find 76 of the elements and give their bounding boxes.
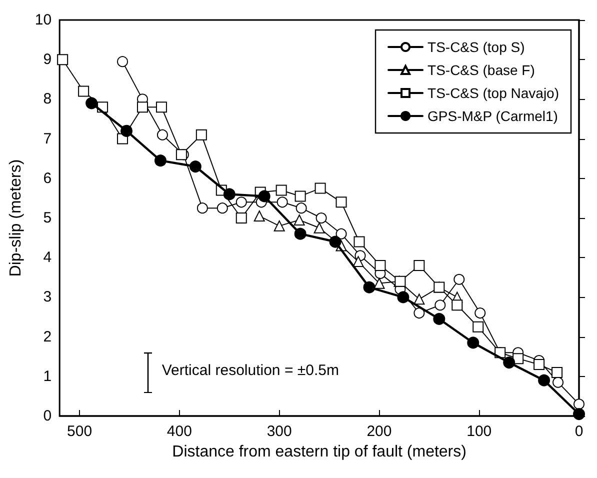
point [336, 228, 347, 240]
point [236, 196, 247, 208]
point [274, 220, 285, 232]
x-tick-label: 500 [67, 423, 92, 440]
point [57, 54, 68, 66]
point [363, 281, 376, 294]
point [354, 236, 365, 248]
point [314, 182, 326, 194]
point [154, 154, 166, 167]
point [552, 366, 563, 378]
y-tick-label: 8 [43, 90, 52, 108]
y-tick-label: 6 [43, 170, 52, 187]
point [538, 374, 550, 386]
y-tick-label: 7 [43, 130, 52, 148]
point [294, 190, 306, 202]
y-tick-label: 1 [43, 368, 52, 385]
y-tick-label: 10 [34, 12, 52, 28]
point [467, 336, 480, 349]
x-tick-label: 200 [366, 423, 392, 440]
legend-label: TS-C&S (top Navajo) [428, 85, 559, 101]
point [196, 202, 208, 214]
legend-label: TS-C&S (base F) [428, 62, 535, 78]
point [276, 184, 287, 196]
point [503, 356, 516, 369]
point [258, 190, 270, 202]
point [552, 376, 564, 388]
point [534, 359, 545, 370]
y-tick-label: 5 [43, 210, 52, 226]
point [86, 97, 98, 110]
y-tick-label: 4 [43, 249, 52, 266]
point [474, 308, 486, 319]
point [120, 124, 133, 137]
point [216, 202, 228, 214]
point [336, 196, 347, 208]
point [472, 321, 484, 332]
point [573, 408, 585, 420]
x-axis-title: Distance from eastern tip of fault (meters) [172, 444, 466, 460]
point [189, 160, 202, 173]
point [196, 129, 207, 140]
point [329, 236, 342, 248]
y-tick-label: 9 [43, 51, 52, 68]
point [452, 300, 463, 311]
point [316, 212, 327, 224]
point [156, 129, 168, 140]
point [374, 260, 386, 272]
annotation: Vertical resolution = ±0.5m [162, 362, 339, 380]
point [294, 228, 306, 240]
point [156, 102, 167, 113]
point [574, 398, 584, 410]
x-tick-label: 0 [574, 423, 584, 440]
y-axis-title: Dip-slip (meters) [8, 159, 24, 277]
point [397, 291, 410, 304]
legend-label: TS-C&S (top S) [428, 39, 525, 55]
point [314, 222, 325, 234]
point [294, 214, 305, 226]
x-tick-label: 100 [466, 423, 492, 440]
point [223, 188, 236, 200]
y-tick-label: 3 [43, 288, 52, 306]
point [414, 308, 425, 319]
y-tick-label: 2 [43, 328, 52, 346]
legend-label: GPS-M&P (Carmel1) [428, 108, 558, 124]
point [434, 300, 446, 311]
point [276, 196, 288, 208]
x-tick-label: 300 [266, 423, 292, 440]
point [296, 202, 307, 214]
x-tick-label: 400 [166, 423, 192, 440]
point [454, 274, 465, 285]
y-tick-label: 0 [43, 408, 52, 424]
point [78, 86, 90, 97]
point [414, 260, 425, 272]
point [512, 353, 524, 364]
point [117, 56, 128, 68]
point [136, 102, 148, 113]
point [254, 210, 265, 222]
point [433, 312, 446, 325]
point [236, 212, 247, 224]
